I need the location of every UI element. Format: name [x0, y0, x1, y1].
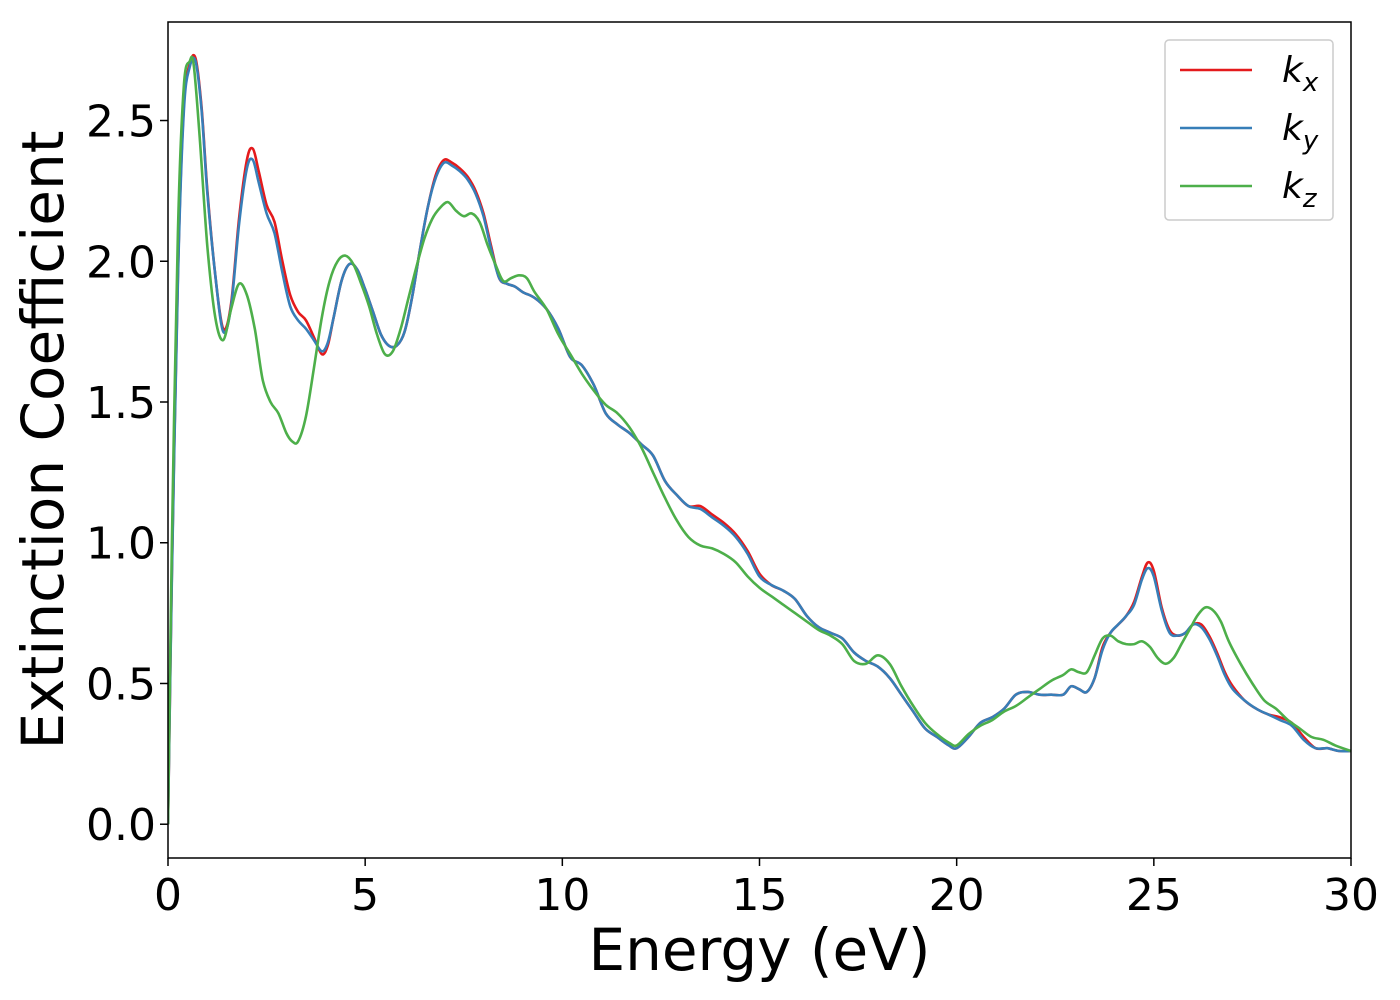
y-tick-label: 0.0 [86, 800, 156, 851]
series-line-ky [168, 56, 1351, 825]
x-tick-label: 20 [929, 870, 985, 921]
x-tick-label: 10 [534, 870, 590, 921]
x-axis: 0 5 10 15 20 25 30 [154, 858, 1379, 921]
legend-label-kz: kz [1282, 166, 1318, 214]
x-axis-label: Energy (eV) [588, 916, 930, 984]
y-axis: 0.0 0.5 1.0 1.5 2.0 2.5 [86, 97, 168, 851]
x-tick-label: 0 [154, 870, 182, 921]
series-line-kz [168, 55, 1351, 825]
series-layer [168, 53, 1351, 825]
legend-label-kx: kx [1282, 50, 1319, 98]
y-axis-label: Extinction Coefficient [9, 131, 77, 750]
x-tick-label: 30 [1323, 870, 1379, 921]
y-tick-label: 1.5 [86, 378, 156, 429]
y-tick-label: 0.5 [86, 659, 156, 710]
legend-label-ky: ky [1282, 108, 1319, 156]
x-tick-label: 25 [1126, 870, 1182, 921]
x-tick-label: 15 [732, 870, 788, 921]
y-tick-label: 2.5 [86, 97, 156, 148]
legend-box [1164, 39, 1334, 221]
y-tick-label: 1.0 [86, 519, 156, 570]
x-tick-label: 5 [351, 870, 379, 921]
legend: kx ky kz [1164, 39, 1334, 221]
y-tick-label: 2.0 [86, 237, 156, 288]
